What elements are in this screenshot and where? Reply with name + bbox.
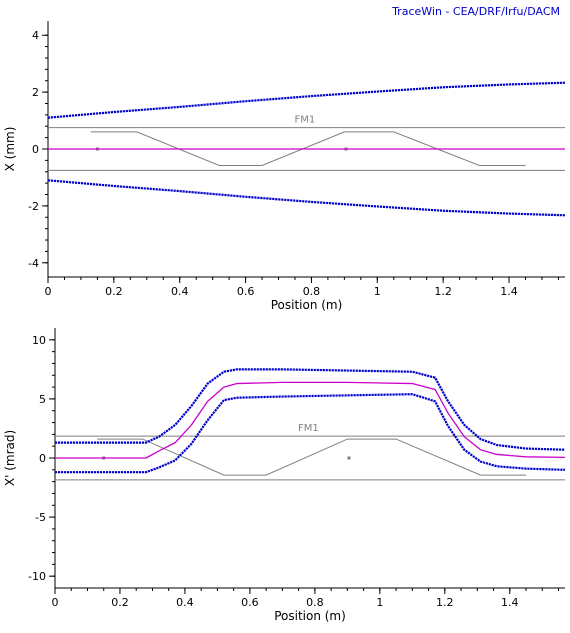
series-envelope-upper bbox=[47, 81, 566, 119]
y-tick-label: -5 bbox=[35, 511, 46, 524]
element-label: FM1 bbox=[294, 115, 315, 126]
x-tick-label: 0.2 bbox=[105, 285, 123, 298]
x-tick-label: 1 bbox=[374, 285, 381, 298]
series-centroid bbox=[55, 381, 566, 459]
x-axis-title: Position (m) bbox=[271, 298, 343, 312]
y-tick-label: -4 bbox=[28, 257, 39, 270]
y-tick-label: 5 bbox=[39, 393, 46, 406]
x-tick-label: 1.2 bbox=[434, 285, 452, 298]
x-tick-label: 0 bbox=[52, 596, 59, 609]
xp-envelope-panel: 0 0.2 0.4 0.6 0.8 1 1.2 1.4 10 5 0 -5 -10 Position (m… bbox=[3, 328, 566, 623]
x-tick-label: 0.8 bbox=[303, 285, 321, 298]
x-axis-title: Position (m) bbox=[274, 609, 346, 623]
y-tick-label: -2 bbox=[28, 200, 39, 213]
element-marker bbox=[347, 456, 351, 460]
y-tick-label: 4 bbox=[32, 29, 39, 42]
y-tick-label: 0 bbox=[39, 452, 46, 465]
x-tick-label: 0 bbox=[45, 285, 52, 298]
x-tick-label: 1 bbox=[376, 596, 383, 609]
x-tick-label: 0.2 bbox=[111, 596, 129, 609]
y-tick-label: 2 bbox=[32, 86, 39, 99]
element-field-shape bbox=[97, 438, 527, 476]
x-tick-label: 0.8 bbox=[306, 596, 324, 609]
series-envelope-upper bbox=[55, 368, 566, 451]
series-envelope-lower bbox=[47, 179, 566, 217]
y-tick-label: 10 bbox=[32, 334, 46, 347]
x-tick-label: 0.4 bbox=[171, 285, 189, 298]
y-axis-title: X (mm) bbox=[3, 127, 17, 172]
x-tick-label: 1.2 bbox=[436, 596, 454, 609]
element-label: FM1 bbox=[298, 423, 319, 434]
y-tick-label: 0 bbox=[32, 143, 39, 156]
y-tick-label: -10 bbox=[28, 570, 46, 583]
x-tick-label: 1.4 bbox=[501, 596, 519, 609]
y-axis-title: X' (mrad) bbox=[3, 430, 17, 486]
x-tick-label: 0.4 bbox=[176, 596, 194, 609]
x-envelope-panel: 0 0.2 0.4 0.6 0.8 1 1.2 1.4 4 2 0 -2 -4 Position (m) X… bbox=[3, 21, 566, 312]
x-tick-label: 0.6 bbox=[241, 596, 259, 609]
x-tick-label: 1.4 bbox=[500, 285, 518, 298]
credit-label: TraceWin - CEA/DRF/Irfu/DACM bbox=[391, 5, 560, 18]
series-envelope-lower bbox=[55, 393, 566, 474]
x-tick-label: 0.6 bbox=[237, 285, 255, 298]
